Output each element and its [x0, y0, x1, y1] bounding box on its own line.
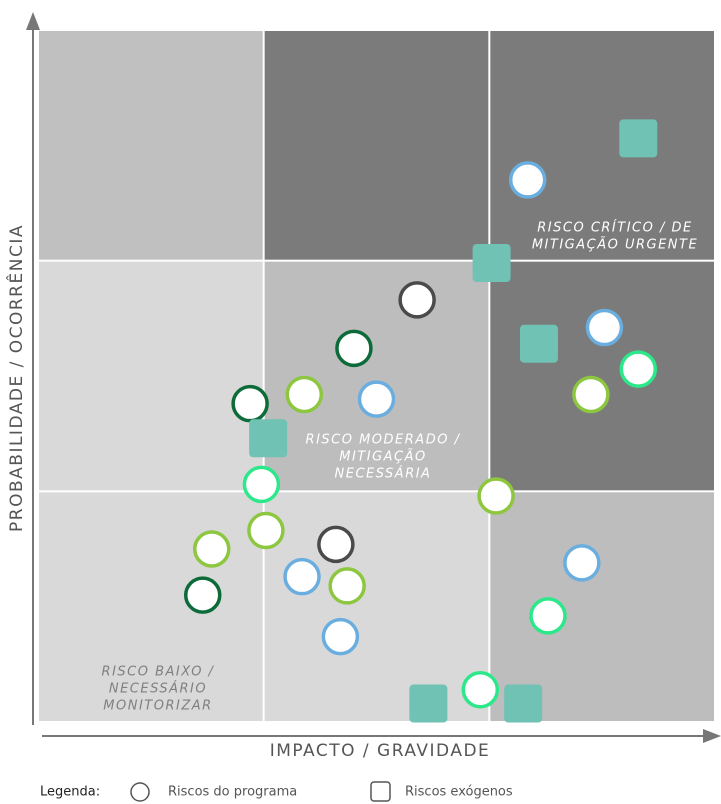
- risk-circle: [585, 308, 624, 347]
- legend-title: Legenda:: [40, 785, 100, 800]
- risk-circle: [563, 544, 601, 582]
- risk-square: [619, 119, 658, 158]
- risk-circle: [572, 375, 610, 414]
- risk-circle: [328, 567, 366, 605]
- risk-circle: [247, 511, 285, 550]
- zone-label: MONITORIZAR: [103, 699, 212, 714]
- risk-square: [472, 243, 511, 282]
- legend-label: Riscos exógenos: [405, 785, 513, 800]
- risk-circle: [335, 329, 373, 368]
- zone-label: RISCO CRÍTICO / DE: [537, 220, 692, 236]
- y-arrow: [26, 12, 40, 30]
- zone-label: MITIGAÇÃO: [339, 449, 427, 465]
- risk-circle: [477, 477, 515, 515]
- risk-circle: [193, 530, 231, 568]
- matrix-cell: [490, 31, 714, 260]
- risk-circle: [398, 281, 436, 319]
- matrix-cell: [490, 261, 714, 491]
- y-axis-label: PROBABILIDADE / OCORRÊNCIA: [5, 224, 27, 532]
- x-axis-label: IMPACTO / GRAVIDADE: [270, 741, 491, 761]
- zone-label: MITIGAÇÃO URGENTE: [532, 237, 698, 253]
- risk-circle: [183, 576, 222, 614]
- risk-square: [409, 684, 448, 723]
- risk-circle: [508, 161, 547, 199]
- zone-label: RISCO BAIXO /: [102, 665, 215, 680]
- zone-label: RISCO MODERADO /: [306, 433, 461, 448]
- risk-circle: [321, 617, 360, 656]
- risk-circle: [357, 380, 396, 418]
- risk-square: [249, 419, 288, 458]
- risk-circle: [285, 375, 324, 414]
- matrix-cell: [264, 492, 489, 721]
- matrix: [39, 31, 714, 721]
- legend-circle: [130, 782, 150, 802]
- risk-square: [519, 324, 558, 363]
- matrix-cell: [39, 492, 263, 721]
- matrix-cell: [39, 261, 263, 491]
- risk-circle: [461, 670, 500, 709]
- risk-circle: [283, 557, 321, 596]
- zone-label: NECESSÁRIA: [335, 466, 432, 482]
- legend-label: Riscos do programa: [168, 785, 297, 800]
- risk-circle: [619, 350, 658, 388]
- risk-circle: [317, 525, 355, 564]
- risk-circle: [231, 384, 269, 423]
- risk-square: [504, 684, 543, 723]
- zone-label: NECESSÁRIO: [109, 681, 207, 697]
- legend-square: [370, 781, 391, 802]
- matrix-cell: [39, 31, 263, 260]
- matrix-cell: [264, 31, 489, 260]
- matrix-cell: [490, 492, 714, 721]
- risk-circle: [242, 465, 281, 504]
- risk-circle: [529, 597, 567, 635]
- x-arrow: [703, 729, 721, 743]
